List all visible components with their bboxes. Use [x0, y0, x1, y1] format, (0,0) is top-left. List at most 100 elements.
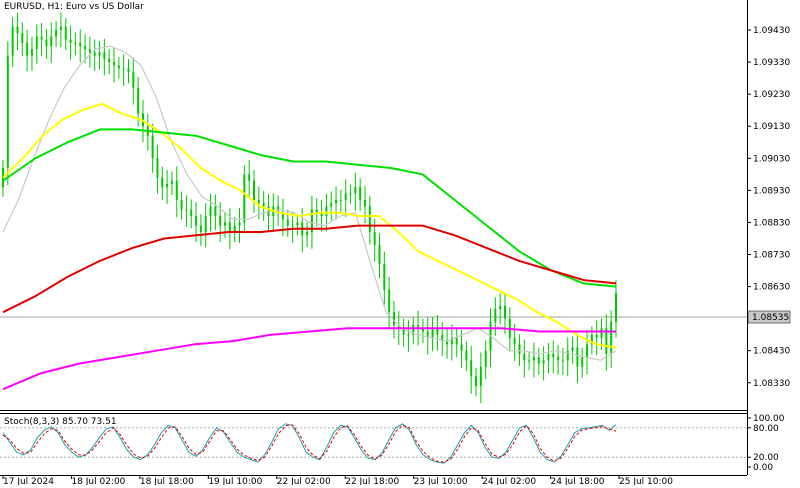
time-tick-label: 24 Jul 02:00 [482, 477, 536, 485]
price-tick-label: 1.09130 [753, 122, 790, 132]
candle-body [2, 167, 4, 188]
candle-body [11, 26, 14, 56]
candle-body [243, 174, 246, 223]
candle-body [576, 347, 579, 367]
candle-body [383, 264, 386, 290]
candle-body [190, 209, 193, 217]
candle-body [228, 222, 231, 233]
candle-body [571, 347, 574, 351]
candle-body [59, 26, 62, 31]
candle-body [281, 212, 284, 220]
candle-body [26, 42, 29, 56]
sma-yellow-line [2, 102, 617, 349]
time-tick-label: 18 Jul 18:00 [140, 477, 194, 485]
candle-body [364, 199, 367, 207]
price-tick-label: 1.09230 [753, 90, 790, 100]
candle-body [93, 52, 96, 56]
candle-body [392, 312, 395, 326]
candle-body [16, 26, 19, 34]
candle-body [257, 199, 260, 204]
candle-body [180, 199, 183, 210]
candle-body [605, 328, 608, 354]
stoch-tick-label: 100.00 [753, 414, 785, 424]
candle-body [233, 225, 236, 233]
candle-body [359, 187, 362, 200]
candle-body [137, 87, 140, 114]
candle-body [224, 222, 227, 226]
candle-body [219, 216, 222, 226]
candle-body [117, 65, 120, 69]
candle-body [195, 216, 198, 226]
sma-gray-line [2, 45, 617, 361]
sma-red-line [2, 224, 617, 314]
candle-body [84, 46, 87, 50]
candle-body [335, 199, 338, 204]
candle-body [600, 328, 603, 338]
time-tick-label: 22 Jul 18:00 [345, 477, 399, 485]
candle-body [532, 357, 535, 361]
sma-green-line [2, 128, 617, 288]
candle-body [446, 341, 449, 345]
candle-body [127, 68, 130, 72]
candle-body [354, 187, 357, 194]
candle-body [122, 68, 125, 70]
candle-body [296, 222, 299, 226]
candle-body [479, 366, 482, 386]
candle-body [161, 177, 164, 188]
candle-body [108, 58, 111, 63]
candle-body [460, 344, 463, 351]
main-chart-area[interactable] [0, 0, 747, 410]
candle-body [156, 158, 159, 178]
candle-body [40, 36, 43, 40]
candle-body [286, 219, 289, 226]
candle-body [547, 353, 550, 361]
candle-body [378, 244, 381, 265]
candle-body [421, 328, 424, 332]
candle-body [610, 321, 613, 354]
candle-body [436, 328, 439, 335]
candle-body [373, 232, 376, 245]
candle-body [204, 216, 207, 233]
candle-body [291, 225, 294, 227]
candle-body [518, 344, 521, 354]
price-tick-label: 1.08630 [753, 283, 790, 293]
time-tick-label: 18 Jul 02:00 [71, 477, 125, 485]
price-tick-label: 1.08730 [753, 250, 790, 260]
candle-body [79, 42, 82, 47]
price-tick-label: 1.08930 [753, 186, 790, 196]
price-tick-label: 1.08330 [753, 379, 790, 389]
candle-body [21, 33, 24, 43]
candle-body [310, 209, 313, 233]
candle-body [214, 206, 217, 217]
candle-body [397, 325, 400, 329]
candle-body [528, 360, 531, 362]
candle-body [64, 26, 67, 40]
candle-body [426, 331, 429, 338]
price-tick-label: 1.09330 [753, 58, 790, 68]
candle-body [320, 212, 323, 217]
candle-body [542, 360, 545, 364]
candle-body [166, 183, 169, 188]
price-tick-label: 1.08430 [753, 347, 790, 357]
time-tick-label: 25 Jul 10:00 [619, 477, 673, 485]
stochastic-label: Stoch(8,3,3) 85.70 73.51 [4, 417, 117, 427]
candle-body [557, 357, 560, 361]
stoch-signal-line [2, 424, 617, 463]
candle-body [368, 206, 371, 233]
candle-body [151, 135, 154, 159]
candle-body [402, 328, 405, 335]
candle-body [330, 203, 333, 207]
candle-body [561, 360, 564, 362]
candle-body [494, 309, 497, 322]
sma-magenta-line [2, 327, 616, 391]
candle-body [586, 344, 589, 358]
candle-body [98, 52, 101, 56]
stoch-tick-label: 80.00 [753, 424, 779, 434]
candle-body [6, 55, 9, 168]
candle-body [132, 71, 135, 88]
time-tick-label: 24 Jul 18:00 [551, 477, 605, 485]
candle-body [238, 222, 241, 226]
candle-body [566, 350, 569, 361]
